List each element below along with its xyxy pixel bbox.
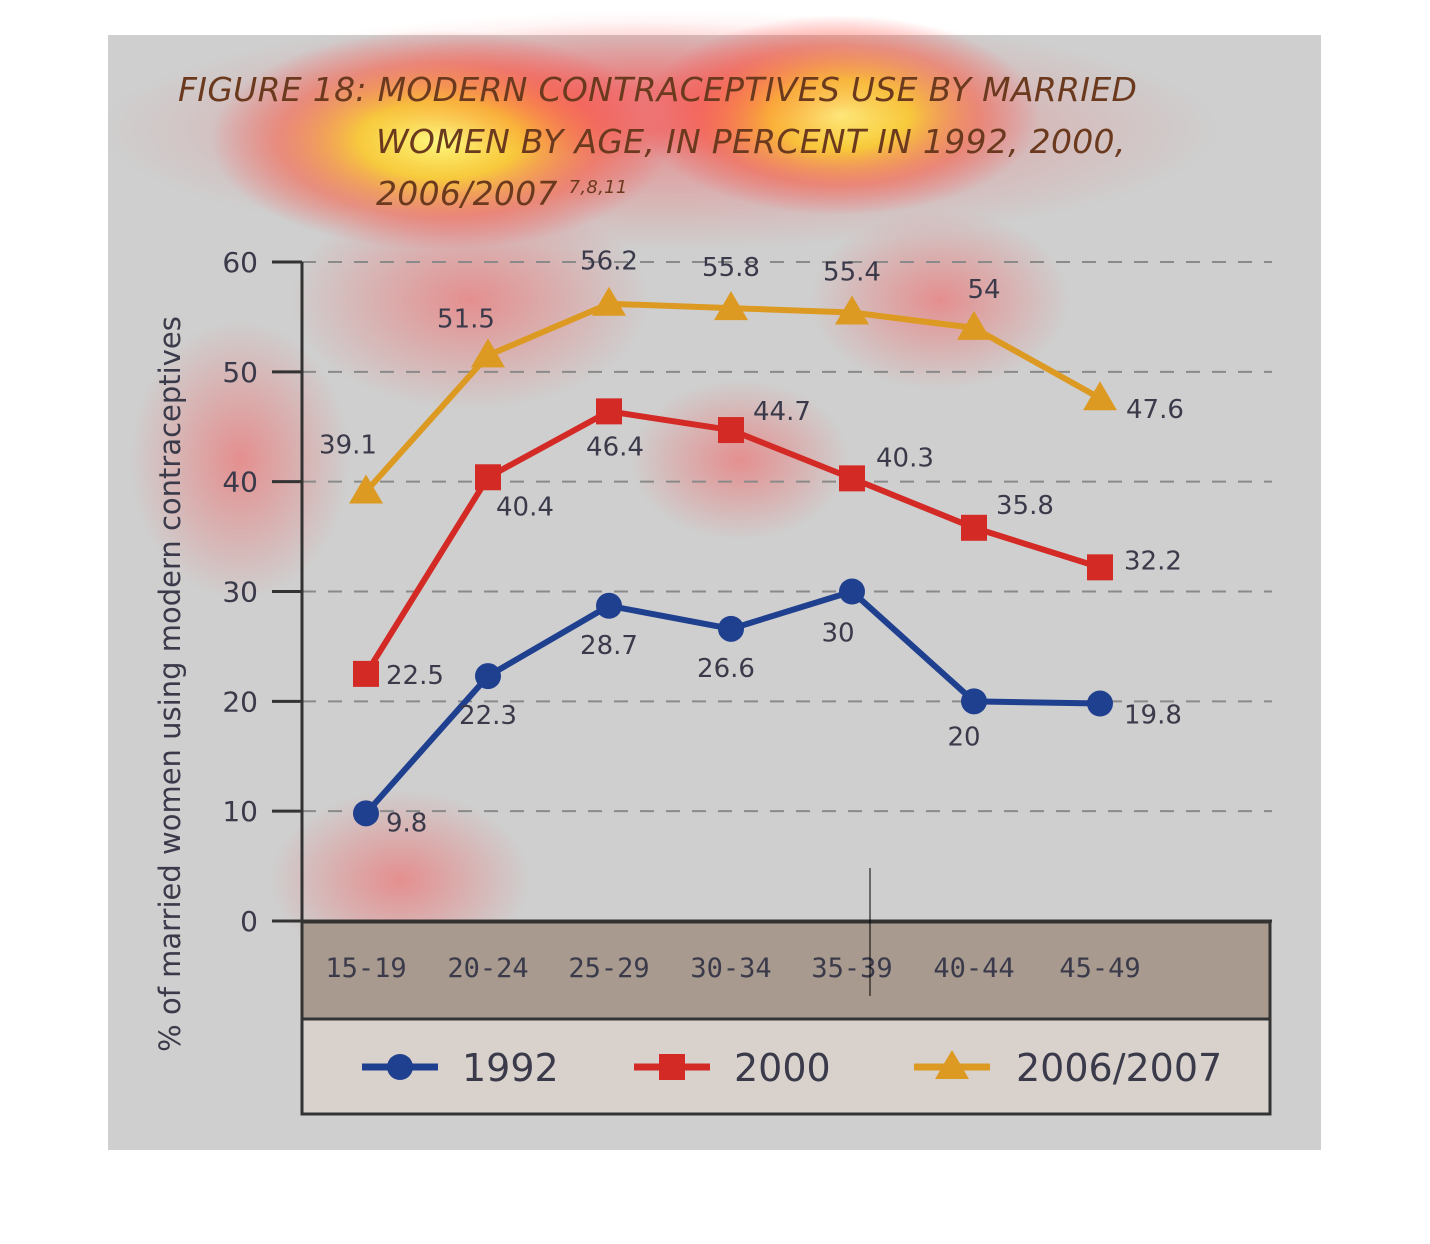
data-label: 55.8 xyxy=(702,253,760,283)
marker-square xyxy=(718,417,744,444)
x-tick-label: 30-34 xyxy=(690,953,771,984)
y-tick-labels: 0 10 20 30 40 50 60 xyxy=(222,246,258,938)
legend-label: 1992 xyxy=(462,1046,559,1090)
y-axis-label: % of married women using modern contrace… xyxy=(153,316,187,1052)
data-label: 40.4 xyxy=(496,492,554,522)
title-line-2: WOMEN BY AGE, IN PERCENT IN 1992, 2000, xyxy=(376,122,1126,161)
marker-triangle xyxy=(714,291,748,321)
data-label: 35.8 xyxy=(996,491,1054,521)
y-tick-label: 20 xyxy=(222,685,258,718)
marker-square xyxy=(475,464,501,491)
legend-label: 2000 xyxy=(734,1046,831,1090)
data-label: 51.5 xyxy=(437,304,495,334)
marker-triangle xyxy=(592,286,626,316)
data-label: 22.5 xyxy=(386,661,444,691)
data-label: 54 xyxy=(967,275,1000,305)
series-2006-2007 xyxy=(349,286,1117,504)
x-tick-label: 40-44 xyxy=(933,953,1014,984)
x-tick-label: 45-49 xyxy=(1059,953,1140,984)
series-group xyxy=(349,286,1117,827)
marker-triangle xyxy=(935,1050,969,1079)
marker-square xyxy=(839,465,865,492)
data-label: 46.4 xyxy=(586,432,644,462)
y-tick-label: 30 xyxy=(222,576,258,609)
data-label: 30 xyxy=(821,619,854,649)
marker-circle xyxy=(1087,690,1113,717)
marker-circle xyxy=(596,592,622,619)
y-tick-label: 60 xyxy=(222,246,258,279)
marker-triangle xyxy=(349,474,383,504)
data-label: 44.7 xyxy=(753,397,811,427)
series-1992 xyxy=(353,578,1113,827)
x-tick-label: 25-29 xyxy=(568,953,649,984)
legend: 1992 2000 2006/2007 xyxy=(362,1046,1222,1090)
data-label: 19.8 xyxy=(1124,701,1182,731)
axes xyxy=(272,260,1272,923)
y-tick-label: 10 xyxy=(222,795,258,828)
marker-triangle xyxy=(471,338,505,368)
data-label: 47.6 xyxy=(1126,395,1184,425)
marker-triangle xyxy=(835,295,869,325)
series-2000 xyxy=(353,398,1113,687)
marker-circle xyxy=(353,800,379,827)
title-line-1: FIGURE 18: MODERN CONTRACEPTIVES USE BY … xyxy=(178,70,1138,109)
legend-label: 2006/2007 xyxy=(1016,1046,1222,1090)
data-label: 9.8 xyxy=(386,808,427,838)
x-tick-label: 15-19 xyxy=(325,953,406,984)
legend-box xyxy=(300,1017,1272,1116)
data-labels: 9.8 22.3 28.7 26.6 30 20 19.8 22.5 40.4 46.4 44.7 4… xyxy=(319,247,1184,839)
title-line-3: 2006/2007 xyxy=(376,174,558,213)
marker-square xyxy=(659,1054,685,1080)
x-tick-labels: 15-19 20-24 25-29 30-34 35-39 40-44 45-49 xyxy=(325,953,1140,984)
data-label: 39.1 xyxy=(319,431,377,461)
marker-circle xyxy=(718,615,744,642)
marker-triangle xyxy=(1083,381,1117,411)
data-label: 32.2 xyxy=(1124,546,1182,576)
marker-square xyxy=(961,514,987,541)
data-label: 55.4 xyxy=(823,258,881,288)
data-label: 20 xyxy=(947,722,980,752)
marker-circle xyxy=(475,663,501,690)
marker-circle xyxy=(839,578,865,605)
data-label: 22.3 xyxy=(459,701,517,731)
x-tick-label: 35-39 xyxy=(811,953,892,984)
marker-circle xyxy=(387,1054,413,1080)
data-label: 40.3 xyxy=(876,443,934,473)
x-tick-label: 20-24 xyxy=(447,953,528,984)
marker-square xyxy=(353,660,379,687)
data-label: 56.2 xyxy=(580,247,638,277)
marker-triangle xyxy=(957,310,991,340)
y-tick-label: 50 xyxy=(222,356,258,389)
data-label: 28.7 xyxy=(580,631,638,661)
marker-square xyxy=(596,398,622,425)
marker-square xyxy=(1087,554,1113,581)
title-references: 7,8,11 xyxy=(568,177,628,198)
y-tick-label: 0 xyxy=(240,905,258,938)
marker-circle xyxy=(961,688,987,715)
data-label: 26.6 xyxy=(697,654,755,684)
y-tick-label: 40 xyxy=(222,466,258,499)
figure-title: FIGURE 18: MODERN CONTRACEPTIVES USE BY … xyxy=(178,64,1178,220)
